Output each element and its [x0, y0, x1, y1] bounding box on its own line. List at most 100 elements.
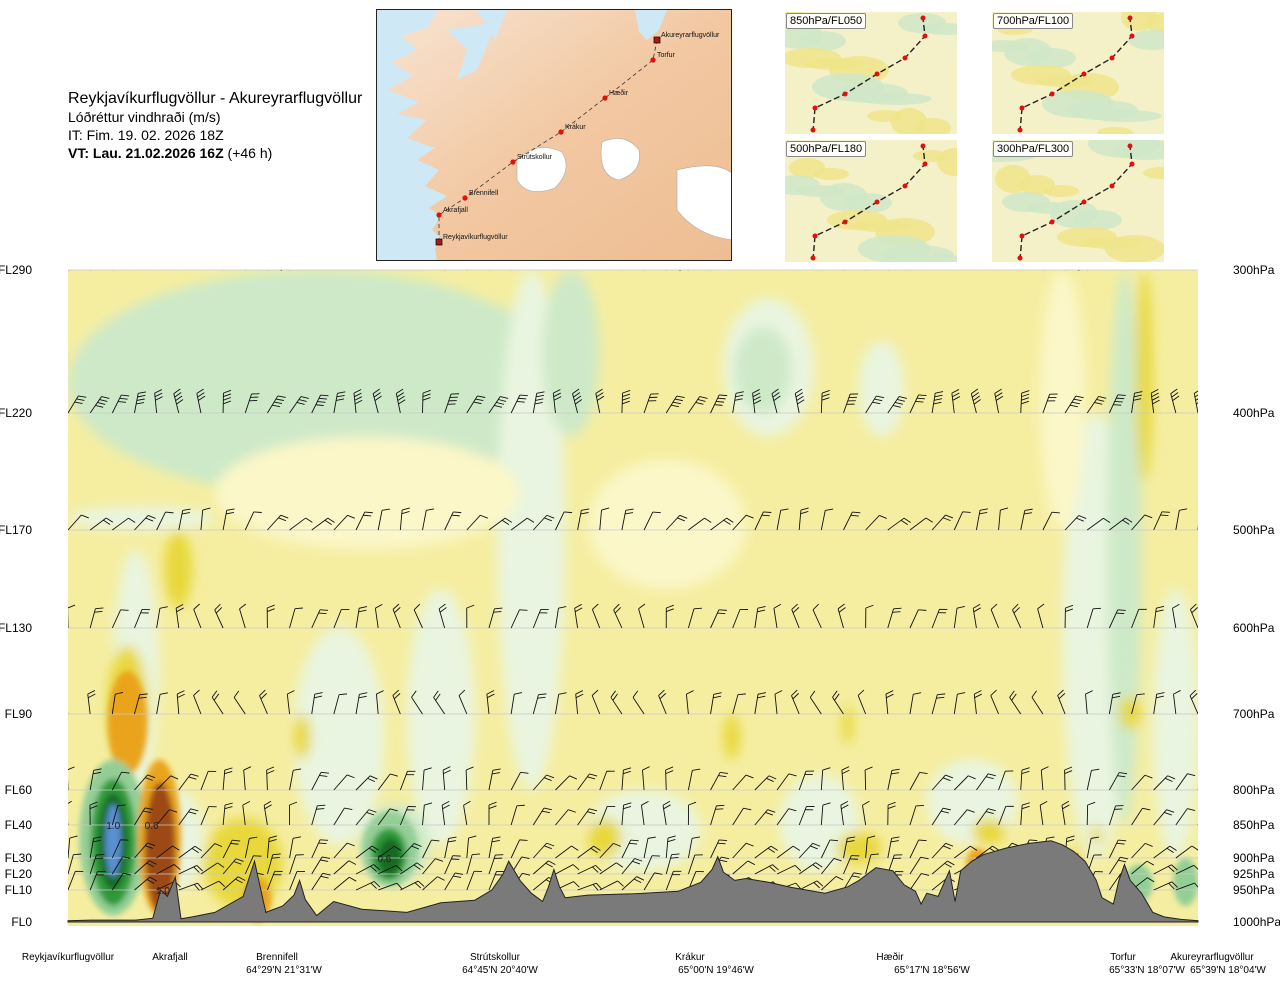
mini-map-700: 700hPa/FL100 [992, 12, 1164, 134]
map-glacier-a [516, 147, 567, 192]
wind-barb [776, 864, 802, 875]
wind-barb [289, 801, 298, 826]
wind-barb [267, 514, 289, 531]
mini-map-500-field [785, 143, 957, 262]
flight-level-axis: FL290 FL220 FL170 FL130 FL90 FL60 FL40 FL30 FL20… [0, 263, 32, 929]
wind-barb [754, 845, 778, 859]
mini-waypoint-marker [842, 219, 848, 225]
fl-label-fl130: FL130 [0, 621, 32, 635]
mini-map-850-field [785, 12, 957, 134]
wind-barb [311, 517, 335, 531]
wind-barb [1131, 514, 1153, 531]
wind-barb [89, 517, 114, 531]
wind-barb [266, 766, 275, 791]
mini-waypoint-marker [922, 161, 928, 167]
wind-barb [68, 712, 69, 714]
wind-barb [267, 270, 282, 271]
wind-barb [68, 395, 87, 414]
map-land [387, 10, 731, 260]
wind-barb [1197, 823, 1198, 825]
pressure-axis: 300hPa 400hPa 500hPa 600hPa 700hPa 800hPa 850h… [1233, 263, 1280, 929]
wind-barb [510, 804, 525, 826]
waypoint-coord-5: 65°17'N 18°56'W [894, 965, 970, 976]
wind-barb [510, 517, 535, 531]
wind-barb [555, 864, 580, 875]
wind-barb [1086, 517, 1111, 531]
wind-barb [621, 858, 643, 875]
wind-barb [355, 606, 368, 629]
wind-barb [400, 880, 425, 891]
mini-field-patch [789, 158, 825, 178]
mini-waypoint-marker [1109, 183, 1115, 189]
map-waypoint-label: Strútskollur [517, 154, 553, 161]
wind-barb [798, 805, 815, 826]
wind-barb [577, 808, 598, 826]
wind-barb [178, 808, 199, 826]
wind-barb [887, 270, 889, 271]
wind-barb [931, 842, 954, 859]
wind-barb [89, 836, 102, 859]
pressure-label-300: 300hPa [1233, 263, 1275, 277]
wind-barb [1197, 788, 1198, 790]
wind-barb [68, 800, 72, 825]
field-region-12 [294, 628, 385, 845]
mini-waypoint-marker [810, 127, 816, 133]
map-glacier-b [600, 138, 640, 181]
wind-barb [444, 855, 461, 875]
wind-barb [156, 511, 174, 531]
field-region-33 [836, 831, 882, 865]
wind-barb [1086, 607, 1102, 629]
mini-waypoint-marker [874, 199, 880, 205]
wind-barb [311, 394, 329, 414]
wind-barb [244, 836, 258, 859]
pressure-label-700: 700hPa [1233, 707, 1275, 721]
route-title: Reykjavíkurflugvöllur - Akureyrarflugvöl… [68, 90, 363, 107]
wind-barb [532, 842, 555, 859]
wind-barb [1031, 690, 1044, 715]
wind-barb [1189, 689, 1198, 715]
wind-barb [244, 511, 262, 531]
wind-barb [577, 845, 601, 859]
wind-barb [266, 870, 283, 891]
wind-barb [732, 842, 754, 859]
wind-barb [200, 843, 223, 859]
cross-section-chart: 1.0 0.6 0.6 1.0 FL290 FL220 FL170 FL130 FL90 FL6… [0, 263, 1280, 976]
wind-barb [400, 843, 422, 859]
wind-barb [687, 836, 701, 859]
field-region-19 [214, 436, 520, 550]
wind-barb [1153, 511, 1170, 531]
wind-barb [399, 507, 410, 531]
wind-barb [200, 770, 217, 791]
waypoint-coord-6: 65°33'N 18°07'W [1109, 965, 1185, 976]
mini-field-patch [812, 73, 884, 101]
wind-barb [1109, 517, 1133, 531]
wind-barb [771, 388, 781, 414]
wind-barb [134, 876, 157, 891]
wind-barb [909, 839, 927, 859]
wind-barb [857, 689, 867, 715]
route-map: Akureyrarflugvöllur Torfur Hæðir Krákur Strú… [376, 9, 732, 261]
wind-barb [820, 767, 831, 791]
wind-barb [222, 389, 232, 414]
wind-barb [333, 860, 357, 875]
field-core-9 [378, 838, 402, 876]
wind-barb [1131, 693, 1145, 715]
wind-barb [377, 773, 398, 791]
mini-map-500: 500hPa/FL180 [785, 140, 957, 262]
wind-barb [488, 607, 503, 629]
wind-barb [577, 882, 602, 891]
fl-label-fl0: FL0 [11, 915, 32, 929]
mini-map-500-label: 500hPa/FL180 [786, 141, 867, 157]
wind-barb [511, 270, 512, 271]
wind-barb [821, 270, 822, 271]
wind-barb [732, 807, 752, 826]
wind-barb [710, 692, 722, 715]
wind-barb [1087, 270, 1088, 271]
wind-barb [710, 517, 734, 531]
wind-barb [638, 603, 646, 629]
wind-barb [953, 775, 976, 791]
wind-barb [931, 860, 955, 875]
wind-barb [466, 870, 483, 891]
wind-barb [68, 604, 76, 628]
field-region-27 [1090, 825, 1102, 845]
